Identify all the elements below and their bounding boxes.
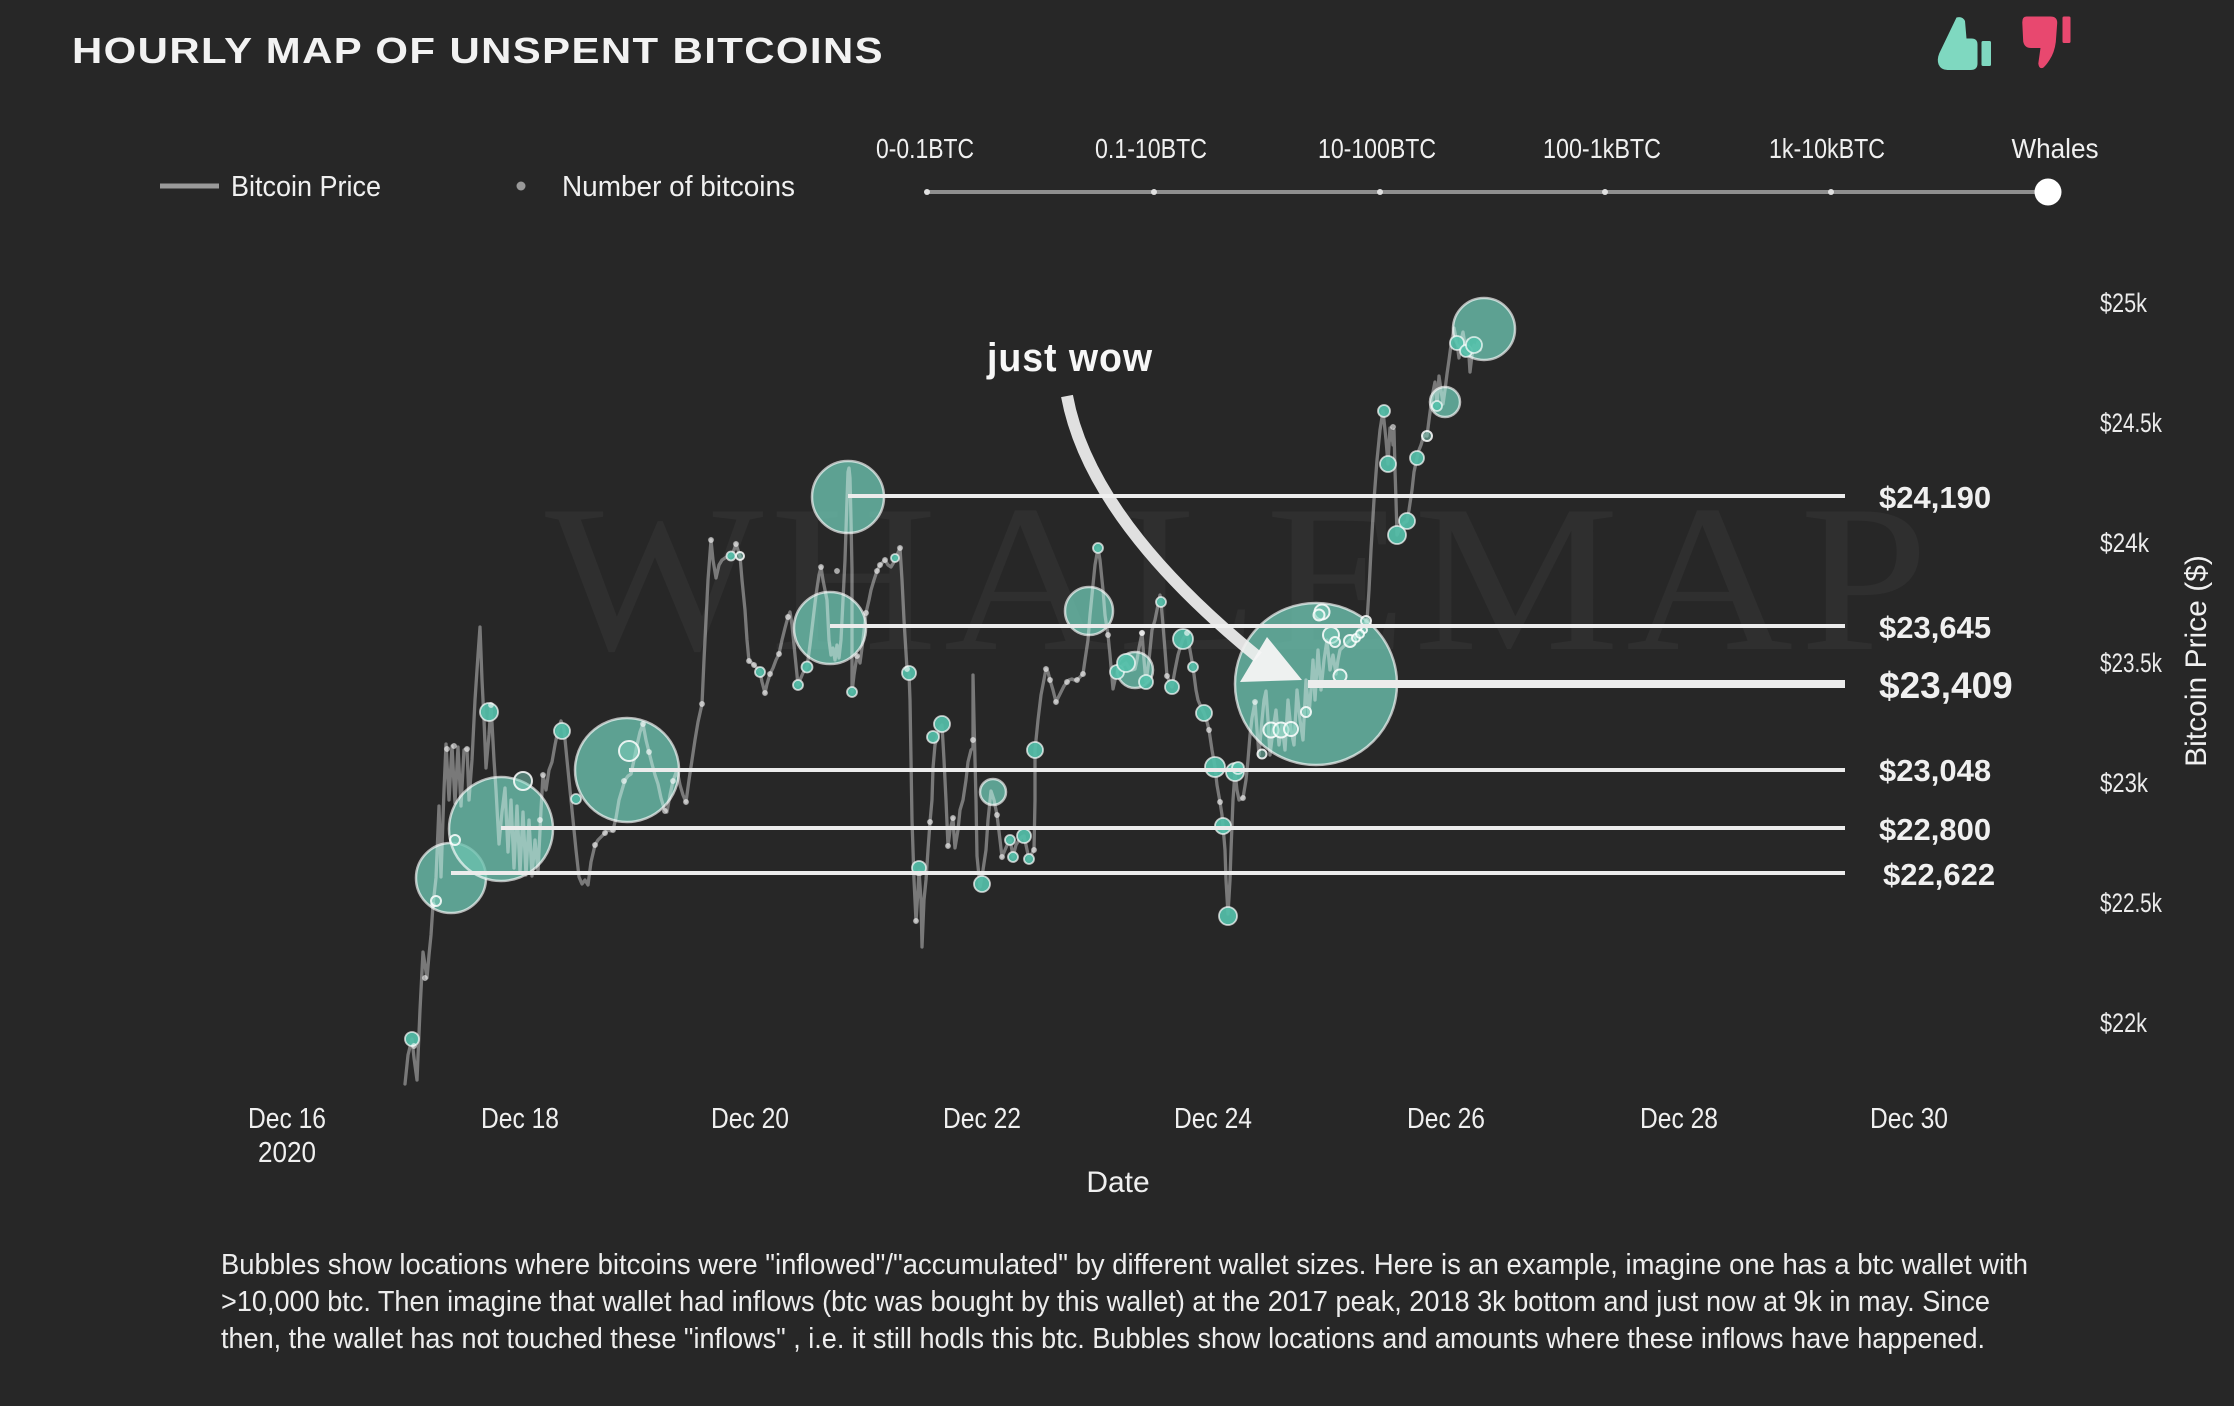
svg-text:Bitcoin Price ($): Bitcoin Price ($) <box>2180 555 2213 767</box>
svg-text:Dec 22: Dec 22 <box>943 1103 1021 1135</box>
svg-text:Dec 30: Dec 30 <box>1870 1103 1948 1135</box>
svg-text:HOURLY MAP OF UNSPENT BITCOINS: HOURLY MAP OF UNSPENT BITCOINS <box>72 30 884 71</box>
svg-text:Dec 28: Dec 28 <box>1640 1103 1718 1135</box>
svg-text:2020: 2020 <box>258 1137 316 1169</box>
svg-text:$24.5k: $24.5k <box>2100 408 2162 438</box>
svg-text:Dec 16: Dec 16 <box>248 1103 326 1135</box>
svg-text:$23,645: $23,645 <box>1879 610 1991 645</box>
svg-text:$22,800: $22,800 <box>1879 812 1991 847</box>
svg-text:Date: Date <box>1086 1166 1149 1199</box>
svg-text:$23k: $23k <box>2100 768 2148 798</box>
svg-text:just wow: just wow <box>986 336 1153 380</box>
svg-text:Bitcoin Price: Bitcoin Price <box>231 171 381 203</box>
svg-text:$23,048: $23,048 <box>1879 753 1991 788</box>
svg-text:$22.5k: $22.5k <box>2100 888 2162 918</box>
svg-text:Dec 18: Dec 18 <box>481 1103 559 1135</box>
svg-text:$22k: $22k <box>2100 1008 2147 1038</box>
svg-text:$23.5k: $23.5k <box>2100 648 2162 678</box>
svg-text:1k-10kBTC: 1k-10kBTC <box>1769 133 1885 164</box>
svg-text:Number of bitcoins: Number of bitcoins <box>562 171 795 203</box>
svg-text:0.1-10BTC: 0.1-10BTC <box>1095 133 1207 164</box>
svg-text:Whales: Whales <box>2012 133 2099 164</box>
svg-text:Dec 26: Dec 26 <box>1407 1103 1485 1135</box>
svg-text:WHALEMAP: WHALEMAP <box>545 463 1935 695</box>
svg-text:$24,190: $24,190 <box>1879 480 1991 515</box>
svg-text:100-1kBTC: 100-1kBTC <box>1543 133 1661 164</box>
svg-text:$22,622: $22,622 <box>1883 857 1995 892</box>
svg-text:then, the wallet has not touch: then, the wallet has not touched these "… <box>221 1323 1985 1355</box>
svg-text:Dec 24: Dec 24 <box>1174 1103 1252 1135</box>
svg-text:$23,409: $23,409 <box>1879 665 2013 706</box>
svg-text:10-100BTC: 10-100BTC <box>1318 133 1436 164</box>
svg-text:$25k: $25k <box>2100 288 2147 318</box>
svg-text:Dec 20: Dec 20 <box>711 1103 789 1135</box>
svg-text:$24k: $24k <box>2100 528 2149 558</box>
svg-text:0-0.1BTC: 0-0.1BTC <box>876 133 974 164</box>
svg-text:>10,000 btc. Then imagine that: >10,000 btc. Then imagine that wallet ha… <box>221 1286 1990 1318</box>
svg-text:Bubbles show locations where b: Bubbles show locations where bitcoins we… <box>221 1249 2028 1281</box>
